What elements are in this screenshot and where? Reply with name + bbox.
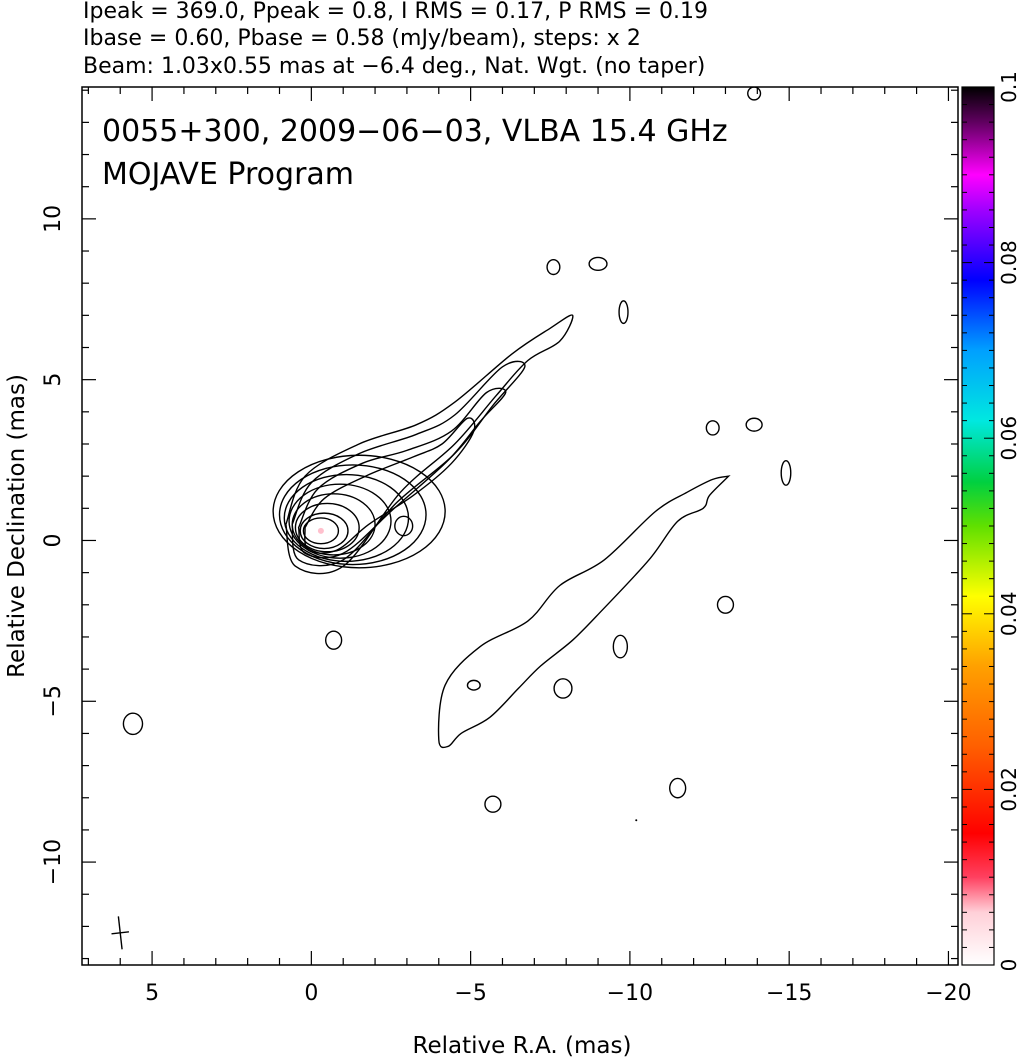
core-contour bbox=[291, 493, 376, 556]
y-tick-label: −10 bbox=[41, 839, 66, 885]
y-tick-label: 0 bbox=[41, 533, 66, 547]
core-contour bbox=[299, 512, 349, 550]
contour-layer bbox=[111, 87, 792, 950]
core-marker bbox=[317, 527, 324, 534]
chart-title: 0055+300, 2009−06−03, VLBA 15.4 GHz bbox=[102, 114, 728, 149]
header-line-1: Ipeak = 369.0, Ppeak = 0.8, I RMS = 0.17… bbox=[83, 0, 708, 24]
chart-subtitle: MOJAVE Program bbox=[102, 157, 354, 192]
core-contour bbox=[302, 517, 340, 545]
colorbar-tick-label: 0 bbox=[997, 959, 1021, 972]
noise-contour bbox=[466, 679, 481, 691]
y-tick-labels: −10 −5 0 5 10 bbox=[41, 205, 66, 885]
noise-contour bbox=[122, 712, 144, 736]
core-contour bbox=[272, 454, 446, 569]
noise-contour bbox=[588, 256, 608, 272]
noise-contour bbox=[484, 795, 502, 813]
x-axis-label: Relative R.A. (mas) bbox=[413, 1033, 632, 1059]
colorbar-tick-label: 0.02 bbox=[997, 767, 1021, 812]
noise-contour bbox=[612, 634, 629, 659]
jet-contour bbox=[291, 360, 526, 567]
colorbar-tick-label: 0.06 bbox=[997, 416, 1021, 461]
noise-contour bbox=[618, 300, 629, 325]
core-contour bbox=[294, 502, 360, 553]
y-axis-label: Relative Declination (mas) bbox=[4, 374, 30, 678]
noise-contour bbox=[324, 630, 343, 650]
y-tick-label: −5 bbox=[41, 685, 66, 717]
dot-marker bbox=[635, 819, 638, 822]
noise-contour bbox=[669, 777, 687, 799]
jet-contour bbox=[304, 417, 476, 554]
x-tick-label: −15 bbox=[766, 981, 812, 1006]
x-tick-labels: 5 0 −5 −10 −15 −20 bbox=[145, 981, 972, 1006]
noise-contour bbox=[705, 420, 720, 436]
header-line-2: Ibase = 0.60, Pbase = 0.58 (mJy/beam), s… bbox=[83, 26, 641, 51]
colorbar-tick-label: 0.04 bbox=[997, 592, 1021, 637]
y-tick-label: 10 bbox=[41, 205, 66, 233]
x-tick-label: 0 bbox=[304, 981, 318, 1006]
noise-contour bbox=[780, 460, 792, 486]
x-tick-label: −10 bbox=[607, 981, 653, 1006]
axis-ticks bbox=[82, 87, 958, 965]
x-tick-label: −5 bbox=[454, 981, 486, 1006]
colorbar-tick-label: 0.1 bbox=[997, 71, 1021, 103]
plot-frame bbox=[81, 86, 959, 966]
beam-minor-axis bbox=[111, 931, 130, 935]
header-line-3: Beam: 1.03x0.55 mas at −6.4 deg., Nat. W… bbox=[83, 54, 705, 79]
core-contour bbox=[278, 464, 427, 566]
outer-jet-contour bbox=[437, 475, 731, 749]
x-tick-label: 5 bbox=[145, 981, 159, 1006]
core-contour bbox=[288, 483, 392, 559]
x-tick-label: −20 bbox=[925, 981, 971, 1006]
jet-contour bbox=[285, 314, 574, 575]
noise-contour bbox=[394, 515, 414, 537]
noise-contour bbox=[546, 259, 561, 276]
y-tick-label: 5 bbox=[41, 373, 66, 387]
colorbar-ticks: 0 0.02 0.04 0.06 0.08 0.1 bbox=[962, 71, 1021, 971]
noise-contour bbox=[716, 595, 735, 614]
colorbar-tick-label: 0.08 bbox=[997, 240, 1021, 285]
noise-contour bbox=[747, 87, 762, 101]
jet-contour bbox=[297, 387, 507, 559]
noise-contour bbox=[745, 417, 763, 432]
noise-contour bbox=[553, 678, 573, 699]
